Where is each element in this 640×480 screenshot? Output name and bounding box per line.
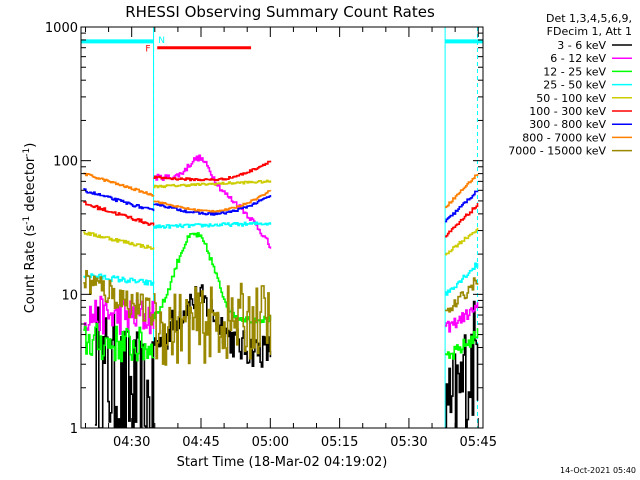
flare-flag-label: F [145,45,150,55]
y-axis-label-main: Count Rate (s [23,225,38,314]
x-tick-label: 05:15 [321,435,358,450]
saa-flag-label: N [158,36,165,46]
x-tick-label: 05:30 [390,435,427,450]
x-tick-label: 04:30 [113,435,150,450]
legend-entry-label: 50 - 100 keV [536,92,606,105]
series-line [445,191,477,222]
series-line [445,174,477,207]
y-axis-label-mid: detector [23,156,38,216]
x-tick-label: 04:45 [182,435,219,450]
y-tick-label: 1000 [45,21,78,36]
y-axis-label-sup2: -1 [22,148,32,157]
series-line [154,180,271,187]
y-axis-label-sup1: -1 [22,216,32,225]
y-axis-label: Count Rate (s-1 detector-1) [22,143,38,314]
legend: Det 1,3,4,5,6,9,FDecim 1, Att 13 - 6 keV… [508,12,632,158]
legend-entry-label: 7000 - 15000 keV [508,145,606,158]
x-axis-label: Start Time (18-Mar-02 04:19:02) [177,455,388,470]
legend-entry-label: 12 - 25 keV [543,65,606,78]
x-tick-label: 05:45 [460,435,497,450]
chart-title: RHESSI Observing Summary Count Rates [125,3,435,21]
y-axis: 1 10 100 1000 [45,21,483,437]
legend-header: FDecim 1, Att 1 [547,25,632,38]
x-tick-label: 05:00 [252,435,289,450]
legend-entry-label: 25 - 50 keV [543,79,606,92]
y-tick-label: 1 [70,422,78,437]
legend-entry-label: 800 - 7000 keV [522,131,606,144]
y-axis-label-end: ) [23,143,38,148]
series-line [83,232,153,249]
legend-header: Det 1,3,4,5,6,9, [546,12,632,25]
series-layer [83,155,477,428]
series-line [154,222,271,228]
timestamp: 14-Oct-2021 05:40 [560,466,636,475]
legend-entry-label: 300 - 800 keV [529,118,606,131]
series-line [445,278,477,312]
legend-entry-label: 100 - 300 keV [529,105,606,118]
legend-entry-label: 3 - 6 keV [557,39,606,52]
y-tick-label: 10 [61,288,78,303]
series-line [445,302,477,332]
y-tick-label: 100 [53,155,78,170]
series-line [83,202,153,226]
series-line [445,203,477,237]
legend-entry-label: 6 - 12 keV [550,52,606,65]
